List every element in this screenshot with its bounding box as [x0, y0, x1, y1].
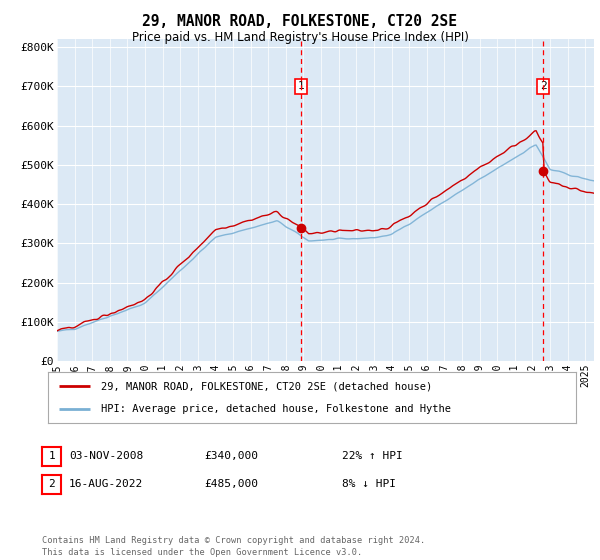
- Text: 8% ↓ HPI: 8% ↓ HPI: [342, 479, 396, 489]
- Text: 16-AUG-2022: 16-AUG-2022: [69, 479, 143, 489]
- Text: HPI: Average price, detached house, Folkestone and Hythe: HPI: Average price, detached house, Folk…: [101, 404, 451, 414]
- Text: 29, MANOR ROAD, FOLKESTONE, CT20 2SE: 29, MANOR ROAD, FOLKESTONE, CT20 2SE: [143, 14, 458, 29]
- Text: £340,000: £340,000: [204, 451, 258, 461]
- Text: 03-NOV-2008: 03-NOV-2008: [69, 451, 143, 461]
- Text: Price paid vs. HM Land Registry's House Price Index (HPI): Price paid vs. HM Land Registry's House …: [131, 31, 469, 44]
- Text: 2: 2: [48, 479, 55, 489]
- Text: 1: 1: [48, 451, 55, 461]
- Text: £485,000: £485,000: [204, 479, 258, 489]
- Text: 29, MANOR ROAD, FOLKESTONE, CT20 2SE (detached house): 29, MANOR ROAD, FOLKESTONE, CT20 2SE (de…: [101, 381, 432, 391]
- Text: 2: 2: [540, 81, 547, 91]
- Text: 1: 1: [297, 81, 304, 91]
- Text: Contains HM Land Registry data © Crown copyright and database right 2024.
This d: Contains HM Land Registry data © Crown c…: [42, 536, 425, 557]
- Text: 22% ↑ HPI: 22% ↑ HPI: [342, 451, 403, 461]
